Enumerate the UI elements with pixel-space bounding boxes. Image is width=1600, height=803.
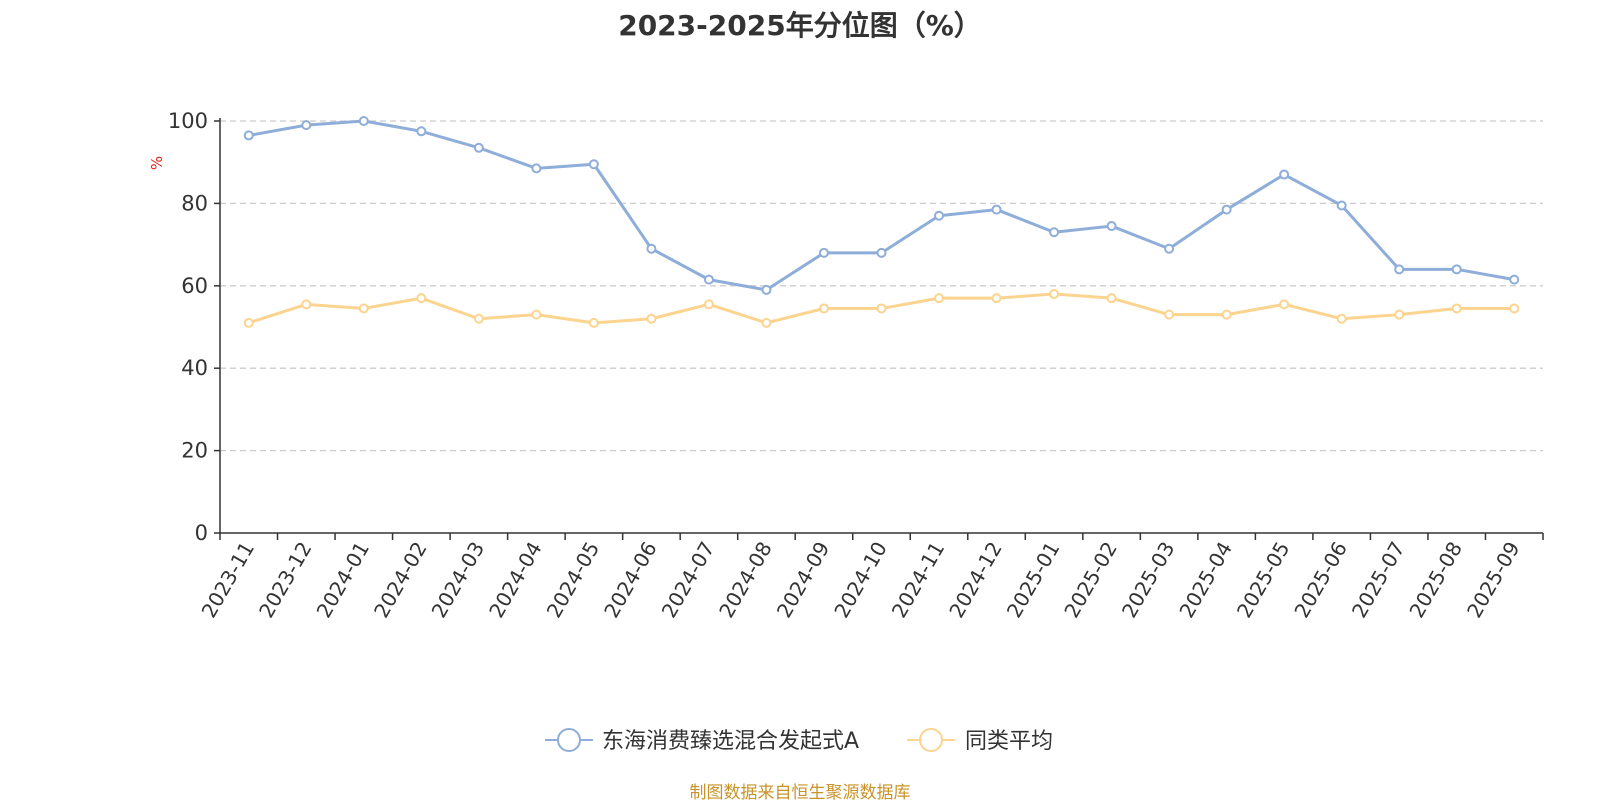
x-tick-label: 2025-01 <box>1002 538 1065 622</box>
data-point <box>761 284 772 295</box>
data-point <box>1394 309 1405 320</box>
data-point <box>531 309 542 320</box>
x-tick-label: 2024-12 <box>944 538 1007 622</box>
data-point <box>301 299 312 310</box>
data-point <box>243 317 254 328</box>
x-tick-label: 2024-05 <box>542 538 605 622</box>
series-line-1 <box>248 119 1515 292</box>
data-point <box>243 130 254 141</box>
data-point <box>703 299 714 310</box>
data-point <box>1394 264 1405 275</box>
x-tick-label: 2024-06 <box>599 538 662 622</box>
legend: 东海消费臻选混合发起式A 同类平均 <box>545 728 1053 754</box>
data-point <box>358 116 369 126</box>
data-point <box>416 293 427 304</box>
data-point <box>588 317 599 328</box>
data-point <box>761 317 772 328</box>
x-tick-label: 2024-04 <box>484 538 547 622</box>
data-point <box>1164 243 1175 254</box>
data-point <box>1221 309 1232 320</box>
data-point <box>1049 289 1060 300</box>
data-point <box>1106 293 1117 304</box>
grid-lines <box>220 120 1543 452</box>
x-tick-label: 2025-02 <box>1059 538 1122 622</box>
data-point <box>1106 221 1117 232</box>
x-tick-label: 2024-02 <box>369 538 432 622</box>
data-point <box>1336 200 1347 211</box>
x-tick-label: 2024-07 <box>657 538 720 622</box>
x-tick-label: 2025-08 <box>1404 538 1467 622</box>
data-point <box>1164 309 1175 320</box>
legend-label: 东海消费臻选混合发起式A <box>602 729 859 754</box>
data-point <box>301 120 312 131</box>
x-tick-label: 2024-11 <box>887 538 950 622</box>
data-point <box>1509 303 1520 314</box>
data-point <box>991 293 1002 304</box>
data-point <box>1509 274 1520 285</box>
data-point <box>646 313 657 324</box>
x-tick-label: 2024-03 <box>427 538 490 622</box>
series-layer <box>243 116 1520 328</box>
chart-title: 2023-2025年分位图（%） <box>618 9 982 42</box>
data-point <box>473 142 484 153</box>
data-point <box>1336 313 1347 324</box>
y-tick-label: 80 <box>181 191 208 215</box>
y-tick-label: 20 <box>181 439 208 463</box>
y-tick-label: 40 <box>181 356 208 380</box>
data-point <box>1279 169 1290 180</box>
data-point <box>416 126 427 137</box>
data-point <box>818 247 829 258</box>
data-point <box>1279 299 1290 310</box>
y-tick-label: 60 <box>181 274 208 298</box>
data-point <box>818 303 829 314</box>
x-tick-label: 2025-03 <box>1117 538 1180 622</box>
legend-marker <box>919 728 943 752</box>
x-tick-label: 2025-04 <box>1174 538 1237 622</box>
y-tick-label: 0 <box>195 521 208 545</box>
data-point <box>588 159 599 170</box>
legend-marker <box>557 728 581 752</box>
data-point <box>473 313 484 324</box>
data-point <box>991 204 1002 215</box>
data-point <box>1451 264 1462 275</box>
data-point <box>876 303 887 314</box>
y-axis-label: % <box>148 156 166 170</box>
data-source-note: 制图数据来自恒生聚源数据库 <box>689 783 911 803</box>
data-point <box>1451 303 1462 314</box>
x-tick-label: 2024-08 <box>714 538 777 622</box>
data-point <box>934 293 945 304</box>
x-tick-label: 2023-11 <box>197 538 260 622</box>
data-point <box>703 274 714 285</box>
data-point <box>876 247 887 258</box>
data-point <box>646 243 657 254</box>
data-point <box>1221 204 1232 215</box>
x-tick-label: 2025-05 <box>1232 538 1295 622</box>
x-tick-label: 2023-12 <box>254 538 317 622</box>
data-point <box>934 210 945 221</box>
data-point <box>358 303 369 314</box>
x-tick-label: 2025-07 <box>1347 538 1410 622</box>
data-point <box>1049 227 1060 238</box>
y-tick-label: 100 <box>168 109 208 133</box>
data-point <box>531 163 542 174</box>
x-tick-label: 2025-09 <box>1462 538 1525 622</box>
x-tick-label: 2025-06 <box>1289 538 1352 622</box>
axes: 020406080100%2023-112023-122024-012024-0… <box>148 109 1544 622</box>
x-tick-label: 2024-01 <box>312 538 375 622</box>
x-tick-label: 2024-09 <box>772 538 835 622</box>
legend-label: 同类平均 <box>965 729 1053 754</box>
x-tick-label: 2024-10 <box>829 538 892 622</box>
